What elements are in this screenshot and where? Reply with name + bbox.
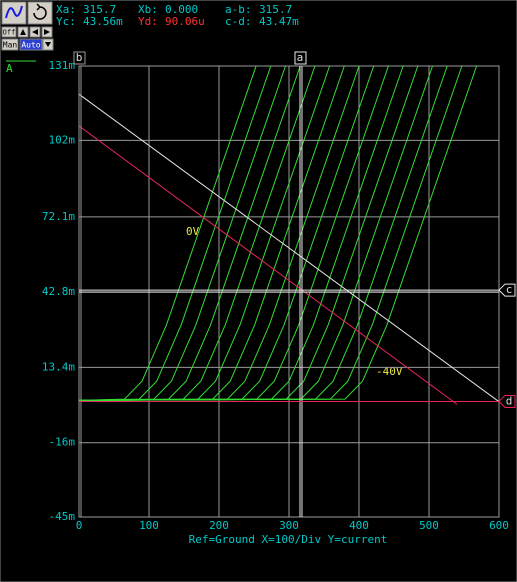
y-tick-label: 13.4m — [42, 360, 75, 373]
man-button[interactable] — [1, 38, 19, 51]
curve — [78, 65, 478, 401]
off-button[interactable] — [1, 26, 17, 38]
x-tick-label: 200 — [209, 519, 229, 532]
y-tick-label: -16m — [49, 436, 76, 449]
cursor-tag[interactable] — [498, 283, 516, 297]
cursor-name: c — [506, 283, 513, 296]
cursor-tag[interactable] — [73, 51, 86, 65]
legend-label: A — [6, 62, 13, 75]
annotation: 0V — [186, 225, 200, 238]
off-label: Off — [3, 29, 16, 37]
toolbar: Off Man Auto — [1, 1, 54, 51]
auto-button[interactable] — [19, 38, 43, 51]
y-tick-label: 102m — [49, 133, 76, 146]
x-tick-label: 100 — [139, 519, 159, 532]
man-label: Man — [3, 41, 18, 50]
readout-value: 90.06u — [165, 15, 205, 28]
readout-label: a-b: — [225, 3, 252, 16]
waveform-icon — [5, 5, 23, 19]
x-tick-label: 400 — [349, 519, 369, 532]
arrow-icons — [20, 29, 50, 35]
y-tick-label: 131m — [49, 59, 76, 72]
y-tick-label: 42.8m — [42, 285, 75, 298]
dropdown-icon — [45, 42, 51, 47]
readout-value: 315.7 — [259, 3, 292, 16]
x-tick-label: 300 — [279, 519, 299, 532]
annotation: -40V — [376, 365, 403, 378]
readout-label: c-d: — [225, 15, 252, 28]
auto-label: Auto — [21, 41, 40, 50]
curve — [78, 125, 458, 405]
x-tick-label: 0 — [76, 519, 83, 532]
readout-value: 43.56m — [83, 15, 123, 28]
x-tick-label: 600 — [489, 519, 509, 532]
readout-value: 0.000 — [165, 3, 198, 16]
refresh-icon — [33, 3, 47, 20]
x-axis-label: Ref=Ground X=100/Div Y=current — [189, 533, 388, 546]
cursor-name: d — [506, 394, 513, 407]
readout-label: Yd: — [138, 15, 158, 28]
y-tick-label: 72.1m — [42, 210, 75, 223]
refresh-button[interactable] — [27, 1, 53, 25]
cursor-name: a — [297, 51, 304, 64]
readout-label: Yc: — [56, 15, 76, 28]
readout-label: Xa: — [56, 3, 76, 16]
readout-label: Xb: — [138, 3, 158, 16]
cursor-tag[interactable] — [498, 394, 516, 408]
y-tick-label: -45m — [49, 510, 76, 523]
cursor-tag[interactable] — [294, 51, 307, 65]
readout-value: 315.7 — [83, 3, 116, 16]
curve — [78, 93, 500, 403]
readout-value: 43.47m — [259, 15, 299, 28]
x-tick-label: 500 — [419, 519, 439, 532]
cursor-name: b — [76, 51, 83, 64]
